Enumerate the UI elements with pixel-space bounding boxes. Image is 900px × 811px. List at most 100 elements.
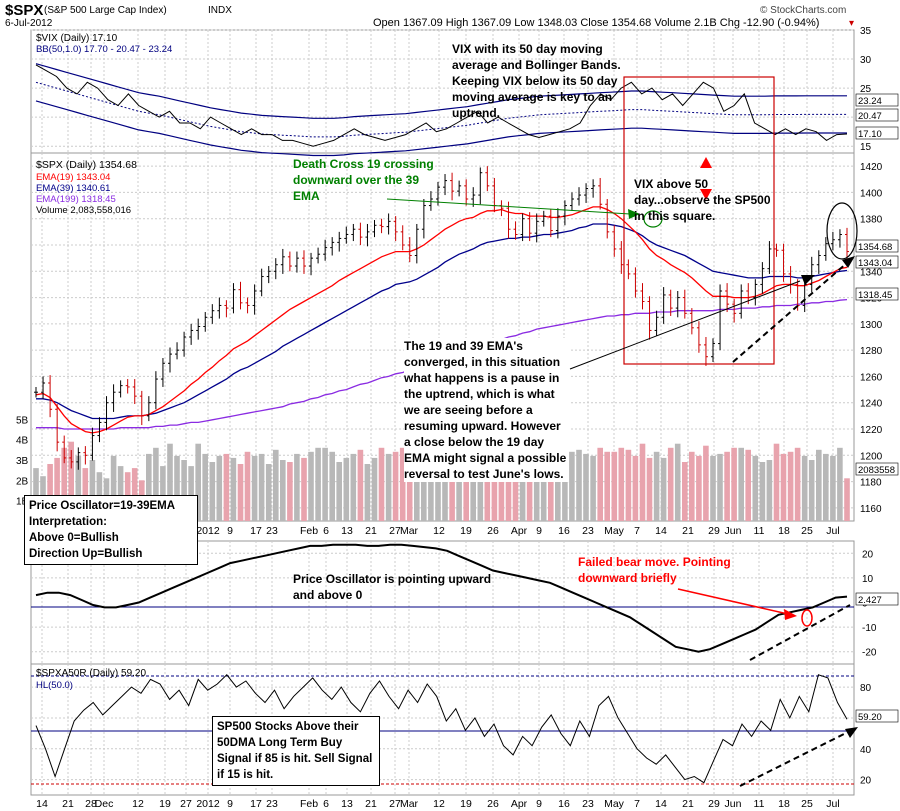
x-tick-label: 27 (389, 798, 401, 810)
death-cross-arrow-line (386, 198, 631, 215)
chart-date: 6-Jul-2012 (5, 18, 53, 29)
exchange-label: INDX (208, 5, 232, 16)
volume-bar (548, 447, 554, 521)
volume-bar (823, 453, 829, 521)
breadth-legend-line1: $SPXA50R (Daily) 59.20 (36, 668, 146, 679)
volume-bar (519, 453, 526, 521)
vix-y-tick: 35 (860, 26, 872, 37)
x-tick-label: Jul (826, 525, 839, 537)
volume-bar (583, 453, 589, 521)
volume-bar (766, 460, 773, 521)
vix-last-tag-bg (855, 126, 899, 140)
price-y-tick: 1260 (860, 372, 883, 383)
volume-bar (89, 460, 96, 521)
po-box-line4: Direction Up=Bullish (29, 548, 143, 560)
x-tick-label: Dec (95, 798, 114, 810)
volume-y-tick: 2B (16, 476, 29, 487)
x-tick-label: 17 (250, 798, 262, 810)
volume-bar (47, 464, 53, 521)
x-tick-label: 12 (132, 798, 144, 810)
failed-bear-arrowhead-icon (784, 609, 797, 620)
vix-bb-lower (35, 100, 847, 157)
po-note: Price Oscillator is pointing upward and … (293, 572, 492, 602)
price-legend-volume: Volume 2,083,558,016 (36, 205, 131, 216)
vix-y-tick: 30 (860, 55, 872, 66)
ohlc-readout: Open 1367.09 High 1367.09 Low 1348.03 Cl… (373, 17, 819, 29)
volume-bar (456, 449, 462, 521)
price-y-tick: 1200 (860, 451, 883, 462)
x-tick-label: Jun (725, 798, 742, 810)
ema19-line (35, 206, 848, 434)
po-box-line3: Above 0=Bullish (29, 532, 119, 544)
ema199-last-tag-bg (855, 287, 899, 301)
x-tick-label: 18 (778, 798, 790, 810)
failed-bear-ellipse (801, 609, 813, 627)
volume-bar (329, 451, 335, 521)
volume-bar (505, 449, 512, 521)
x-tick-label: 25 (801, 525, 813, 537)
failed-bear-arrow-line (677, 588, 789, 615)
volume-bar (442, 457, 448, 521)
breadth-arrowhead-icon (845, 727, 858, 738)
x-tick-label: 2012 (196, 525, 220, 537)
x-tick-label: 19 (460, 798, 472, 810)
volume-bar (258, 453, 265, 521)
spx-last-tag: 1354.68 (858, 242, 892, 253)
volume-bar (188, 466, 194, 521)
po-box-line2: Interpretation: (29, 516, 107, 528)
x-tick-label: 9 (536, 525, 542, 537)
support-trendline-price (732, 261, 849, 363)
volume-bar (406, 455, 413, 521)
volume-bar (167, 443, 173, 521)
vix-upper-tag-bg (855, 93, 899, 107)
x-tick-label: 27 (389, 525, 401, 537)
volume-bar (696, 455, 702, 521)
volume-bar (385, 453, 392, 521)
vix-legend: $VIX (Daily) 17.10 BB(50,1.0) 17.70 - 20… (36, 33, 172, 55)
volume-bar (674, 443, 681, 521)
volume-last-tag-bg (855, 462, 899, 476)
volume-bar (660, 457, 667, 521)
volume-bar (61, 447, 67, 521)
volume-bar (808, 460, 815, 521)
volume-bar (576, 449, 582, 521)
price-y-tick: 1400 (860, 188, 883, 199)
volume-bar (717, 453, 723, 521)
recent-bars-ellipse (826, 202, 858, 260)
ema-converge-note: The 19 and 39 EMA's converged, in this s… (404, 338, 569, 482)
volume-bar (759, 462, 766, 521)
volume-bar (216, 455, 223, 521)
x-tick-label: 27 (180, 798, 192, 810)
down-arrow-icon (700, 189, 712, 200)
breadth-last-tag: 59.20 (858, 712, 882, 723)
vix-note: VIX with its 50 day moving average and B… (452, 42, 621, 120)
price-y-tick: 1380 (860, 215, 883, 226)
volume-bar (738, 447, 744, 521)
volume-bar (223, 453, 230, 521)
death-cross-arrowhead-icon (628, 209, 640, 219)
vix-line (35, 64, 848, 147)
x-tick-label: 26 (487, 525, 499, 537)
volume-bar (703, 445, 709, 521)
ema-last-tag-bg (855, 255, 899, 269)
x-tick-label: 21 (365, 798, 377, 810)
x-tick-label: 29 (708, 525, 720, 537)
breadth-note: SP500 Stocks Above their 50DMA Long Term… (212, 716, 380, 786)
volume-bar (611, 451, 618, 521)
volume-bar (618, 447, 625, 521)
failed-bear-note: Failed bear move. Pointing downward brie… (578, 555, 731, 585)
volume-bar (110, 455, 117, 521)
volume-bar (745, 449, 751, 521)
volume-bar (315, 447, 321, 521)
volume-bar (75, 455, 82, 521)
osc-y-tick: -10 (862, 623, 877, 634)
volume-y-tick: 5B (16, 415, 29, 426)
volume-bar (251, 455, 258, 521)
converge-pointer-line (569, 280, 801, 370)
vix-legend-line2: BB(50,1.0) 17.70 - 20.47 - 23.24 (36, 44, 172, 55)
breadth-line (35, 674, 848, 784)
price-y-tick: 1340 (860, 267, 883, 278)
chg-down-marker: ▾ (849, 18, 854, 29)
x-tick-label: 11 (754, 525, 765, 537)
breadth-y-tick: 40 (860, 745, 872, 756)
